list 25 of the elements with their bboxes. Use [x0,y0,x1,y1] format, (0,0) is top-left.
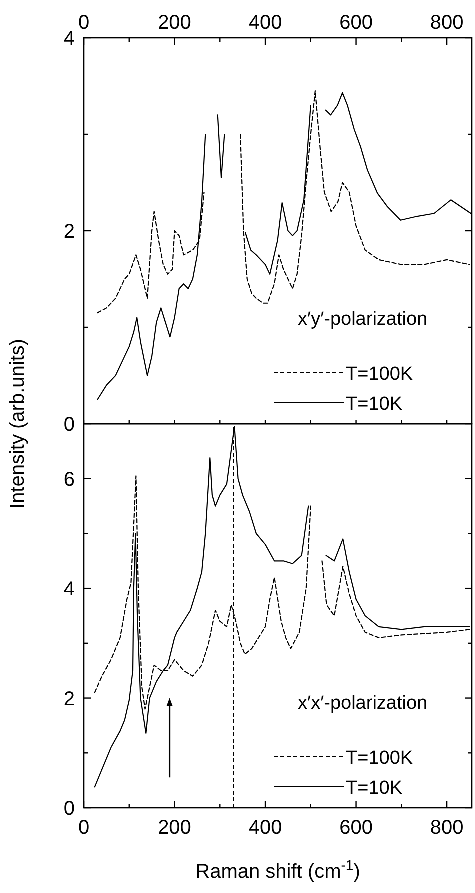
x2-tick-label: 800 [430,12,464,34]
legend-label: T=10K [346,394,403,415]
x2-tick-label: 400 [248,12,282,34]
y-axis-title: Intensity (arb.units) [7,338,29,510]
y-tick-label: 0 [64,414,75,436]
x-axis-title: Raman shift (cm$^{-1}$) [196,857,360,883]
y-tick-label: 4 [64,28,75,50]
y-tick-label: 2 [64,221,75,243]
x2-tick-label: 600 [340,12,373,34]
x2-tick-label: 200 [158,12,192,34]
x-tick-label: 400 [248,817,282,839]
legend-label: T=10K [346,778,403,799]
x-tick-label: 0 [78,817,90,839]
y-tick-label: 6 [64,468,75,491]
x-tick-label: 600 [340,817,373,839]
y-tick-label: 2 [64,688,75,710]
annotation: x′x′-polarization [298,693,428,714]
x2-tick-label: 0 [78,12,90,34]
legend-label: T=100K [346,364,414,385]
x-tick-label: 800 [430,817,464,839]
y-tick-label: 0 [64,798,75,820]
legend-label: T=100K [346,748,414,769]
y-tick-label: 4 [64,578,75,601]
annotation: x′y′-polarization [298,309,428,330]
x-tick-label: 200 [158,817,192,839]
